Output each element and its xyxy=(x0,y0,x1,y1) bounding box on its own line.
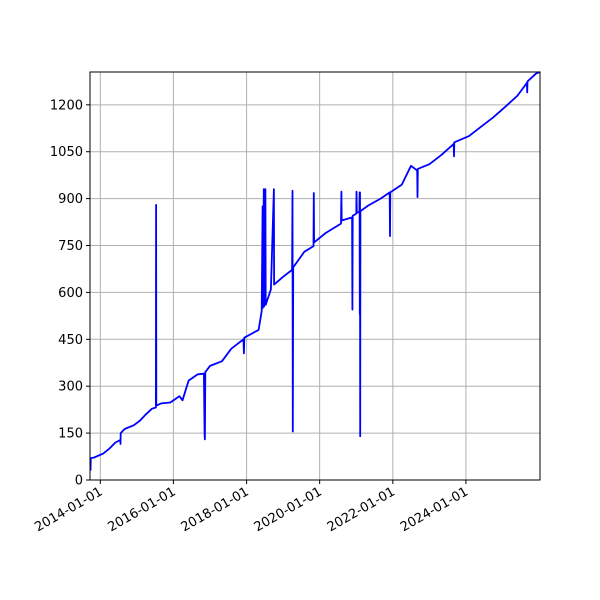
grid-lines xyxy=(90,72,540,481)
y-axis: 0 150 300 450 600 750 900 1050 1200 xyxy=(50,98,90,489)
y-tick-label: 0 xyxy=(75,474,83,489)
y-tick-label: 450 xyxy=(58,333,83,348)
series-line xyxy=(89,71,541,471)
y-tick-label: 150 xyxy=(58,427,83,442)
y-tick-label: 1200 xyxy=(50,98,83,113)
y-tick-label: 300 xyxy=(58,380,83,395)
plot-frame xyxy=(89,71,541,481)
y-tick-label: 1050 xyxy=(50,145,83,160)
y-tick-label: 600 xyxy=(58,286,83,301)
series-group xyxy=(89,71,541,471)
y-tick-label: 900 xyxy=(58,192,83,207)
y-tick-label: 750 xyxy=(58,239,83,254)
